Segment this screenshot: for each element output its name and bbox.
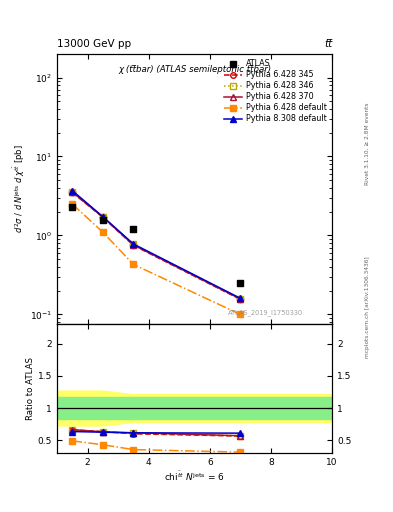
Line: Pythia 6.428 346: Pythia 6.428 346: [69, 188, 244, 302]
Pythia 6.428 default: [131, 261, 136, 267]
Pythia 6.428 370: [238, 296, 243, 302]
Pythia 6.428 370: [101, 214, 105, 220]
Text: tt̅: tt̅: [324, 38, 332, 49]
Pythia 6.428 345: [70, 189, 75, 196]
Text: mcplots.cern.ch [arXiv:1306.3436]: mcplots.cern.ch [arXiv:1306.3436]: [365, 257, 370, 358]
X-axis label: chi$^{\bar{t}t}$ $N^{\rm jets}$ = 6: chi$^{\bar{t}t}$ $N^{\rm jets}$ = 6: [164, 470, 225, 483]
Text: Rivet 3.1.10, ≥ 2.8M events: Rivet 3.1.10, ≥ 2.8M events: [365, 102, 370, 185]
ATLAS: [237, 279, 244, 287]
Line: Pythia 6.428 default: Pythia 6.428 default: [69, 201, 244, 317]
Pythia 6.428 345: [131, 242, 136, 248]
Pythia 6.428 default: [238, 311, 243, 317]
ATLAS: [100, 217, 106, 225]
Y-axis label: $d^2\sigma$ / $d\,N^{\rm jets}$ $d\,\chi^{t\bar{t}}$ [pb]: $d^2\sigma$ / $d\,N^{\rm jets}$ $d\,\chi…: [11, 145, 27, 233]
Line: Pythia 6.428 345: Pythia 6.428 345: [69, 189, 244, 303]
Pythia 8.308 default: [101, 214, 105, 220]
Pythia 8.308 default: [131, 241, 136, 247]
Pythia 6.428 346: [238, 295, 243, 302]
Pythia 6.428 346: [131, 241, 136, 247]
Y-axis label: Ratio to ATLAS: Ratio to ATLAS: [26, 357, 35, 420]
Pythia 6.428 346: [70, 188, 75, 195]
Pythia 6.428 default: [101, 229, 105, 236]
Line: Pythia 6.428 370: Pythia 6.428 370: [69, 189, 244, 302]
Pythia 8.308 default: [238, 295, 243, 302]
ATLAS: [130, 225, 136, 233]
Legend: ATLAS, Pythia 6.428 345, Pythia 6.428 346, Pythia 6.428 370, Pythia 6.428 defaul: ATLAS, Pythia 6.428 345, Pythia 6.428 34…: [222, 58, 328, 125]
Pythia 6.428 346: [101, 214, 105, 220]
Pythia 6.428 370: [70, 189, 75, 195]
Text: 13000 GeV pp: 13000 GeV pp: [57, 38, 131, 49]
Text: ATLAS_2019_I1750330: ATLAS_2019_I1750330: [228, 309, 303, 316]
Pythia 6.428 345: [101, 214, 105, 220]
Pythia 6.428 370: [131, 242, 136, 248]
Line: Pythia 8.308 default: Pythia 8.308 default: [69, 187, 244, 302]
Text: χ (tt̅bar) (ATLAS semileptonic tt̅bar): χ (tt̅bar) (ATLAS semileptonic tt̅bar): [118, 65, 271, 74]
Pythia 6.428 default: [70, 201, 75, 207]
Pythia 8.308 default: [70, 187, 75, 194]
Pythia 6.428 345: [238, 296, 243, 303]
ATLAS: [69, 203, 75, 211]
